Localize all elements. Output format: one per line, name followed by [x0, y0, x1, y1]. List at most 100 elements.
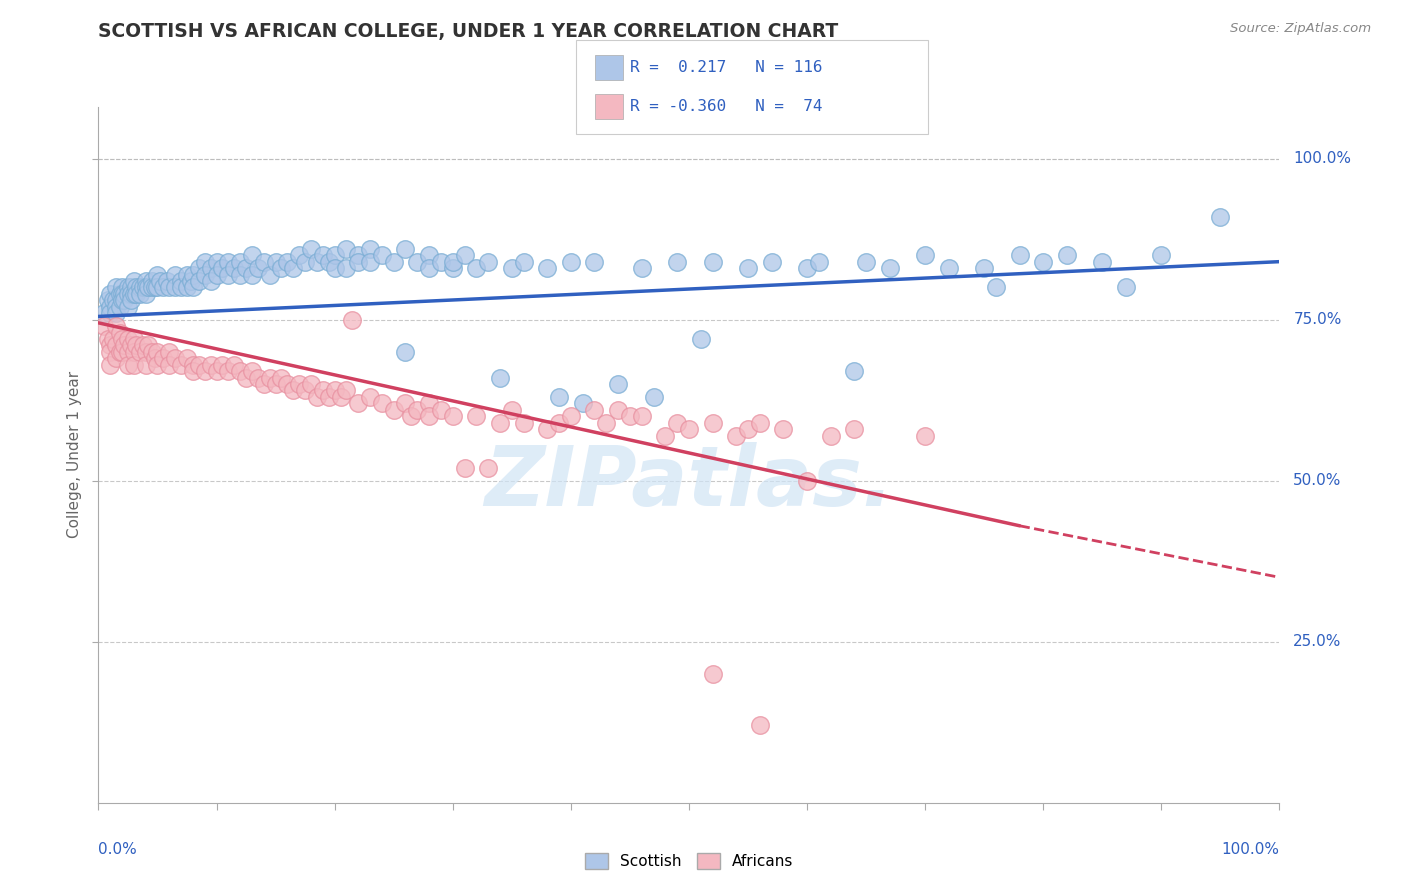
Point — [666, 254, 689, 268]
Point — [165, 280, 187, 294]
Point — [394, 396, 416, 410]
Point — [111, 332, 134, 346]
Point — [796, 474, 818, 488]
Point — [536, 422, 558, 436]
Point — [235, 261, 257, 276]
Y-axis label: College, Under 1 year: College, Under 1 year — [66, 371, 82, 539]
Point — [217, 254, 239, 268]
Point — [181, 364, 204, 378]
Point — [318, 254, 340, 268]
Point — [122, 358, 145, 372]
Point — [973, 261, 995, 276]
Point — [294, 384, 316, 398]
Point — [112, 338, 135, 352]
Point — [122, 332, 145, 346]
Point — [371, 396, 394, 410]
Point — [152, 351, 174, 366]
Point — [108, 326, 131, 340]
Text: 100.0%: 100.0% — [1222, 842, 1279, 856]
Point — [157, 344, 180, 359]
Point — [246, 370, 269, 384]
Point — [418, 261, 440, 276]
Point — [98, 338, 121, 352]
Point — [382, 254, 405, 268]
Point — [465, 409, 488, 424]
Point — [152, 280, 174, 294]
Point — [394, 344, 416, 359]
Point — [501, 261, 523, 276]
Text: 25.0%: 25.0% — [1294, 634, 1341, 649]
Point — [200, 358, 222, 372]
Point — [205, 364, 228, 378]
Point — [105, 306, 128, 320]
Point — [165, 351, 187, 366]
Point — [844, 364, 866, 378]
Point — [259, 268, 281, 282]
Point — [430, 402, 453, 417]
Point — [181, 358, 204, 372]
Point — [548, 416, 571, 430]
Point — [117, 300, 139, 314]
Point — [101, 332, 124, 346]
Point — [135, 286, 157, 301]
Point — [117, 280, 139, 294]
Point — [323, 248, 346, 262]
Point — [97, 293, 120, 308]
Point — [125, 338, 148, 352]
Point — [501, 402, 523, 417]
Text: Source: ZipAtlas.com: Source: ZipAtlas.com — [1230, 22, 1371, 36]
Point — [135, 358, 157, 372]
Point — [914, 428, 936, 442]
Point — [583, 254, 606, 268]
Point — [194, 364, 217, 378]
Point — [855, 254, 877, 268]
Point — [283, 261, 305, 276]
Point — [1209, 210, 1232, 224]
Legend: Scottish, Africans: Scottish, Africans — [579, 847, 799, 875]
Point — [121, 280, 143, 294]
Point — [105, 300, 128, 314]
Point — [122, 344, 145, 359]
Point — [312, 384, 335, 398]
Point — [135, 280, 157, 294]
Point — [465, 261, 488, 276]
Point — [1032, 254, 1054, 268]
Point — [181, 268, 204, 282]
Point — [205, 254, 228, 268]
Point — [235, 370, 257, 384]
Point — [112, 286, 135, 301]
Point — [748, 718, 770, 732]
Point — [548, 390, 571, 404]
Point — [105, 319, 128, 334]
Point — [108, 286, 131, 301]
Point — [329, 390, 352, 404]
Point — [165, 268, 187, 282]
Point — [595, 416, 617, 430]
Point — [441, 254, 464, 268]
Point — [229, 254, 252, 268]
Point — [176, 268, 198, 282]
Point — [146, 358, 169, 372]
Point — [146, 344, 169, 359]
Point — [489, 416, 512, 430]
Point — [125, 286, 148, 301]
Point — [820, 428, 842, 442]
Point — [253, 377, 276, 392]
Point — [607, 377, 630, 392]
Point — [128, 344, 150, 359]
Point — [187, 261, 209, 276]
Point — [200, 274, 222, 288]
Point — [259, 370, 281, 384]
Point — [98, 344, 121, 359]
Point — [406, 402, 429, 417]
Point — [430, 254, 453, 268]
Point — [211, 358, 233, 372]
Point — [112, 293, 135, 308]
Point — [347, 396, 370, 410]
Point — [101, 293, 124, 308]
Point — [288, 248, 311, 262]
Point — [536, 261, 558, 276]
Point — [305, 254, 328, 268]
Point — [105, 293, 128, 308]
Point — [288, 377, 311, 392]
